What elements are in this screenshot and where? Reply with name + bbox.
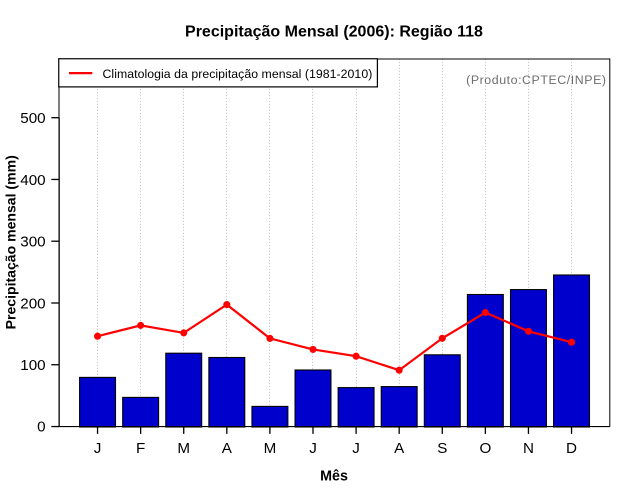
svg-text:Precipitação mensal (mm): Precipitação mensal (mm) <box>3 155 19 329</box>
svg-text:O: O <box>479 440 491 457</box>
svg-text:A: A <box>222 440 233 457</box>
svg-text:Precipitação Mensal (2006): Re: Precipitação Mensal (2006): Região 118 <box>185 23 483 40</box>
svg-text:S: S <box>437 440 447 457</box>
svg-text:100: 100 <box>20 357 45 374</box>
svg-text:400: 400 <box>20 172 45 189</box>
svg-text:J: J <box>352 440 360 457</box>
svg-text:(Produto:CPTEC/INPE): (Produto:CPTEC/INPE) <box>466 73 606 87</box>
svg-text:Mês: Mês <box>320 469 348 485</box>
svg-text:J: J <box>94 440 102 457</box>
svg-text:A: A <box>394 440 405 457</box>
svg-text:M: M <box>177 440 190 457</box>
svg-text:300: 300 <box>20 234 45 251</box>
svg-text:500: 500 <box>20 110 45 127</box>
svg-text:F: F <box>136 440 145 457</box>
svg-text:200: 200 <box>20 295 45 312</box>
svg-text:0: 0 <box>37 418 45 435</box>
svg-text:M: M <box>264 440 277 457</box>
svg-text:D: D <box>566 440 577 457</box>
svg-text:N: N <box>523 440 534 457</box>
svg-text:Climatologia da precipitação m: Climatologia da precipitação mensal (198… <box>103 67 373 81</box>
svg-text:J: J <box>309 440 317 457</box>
